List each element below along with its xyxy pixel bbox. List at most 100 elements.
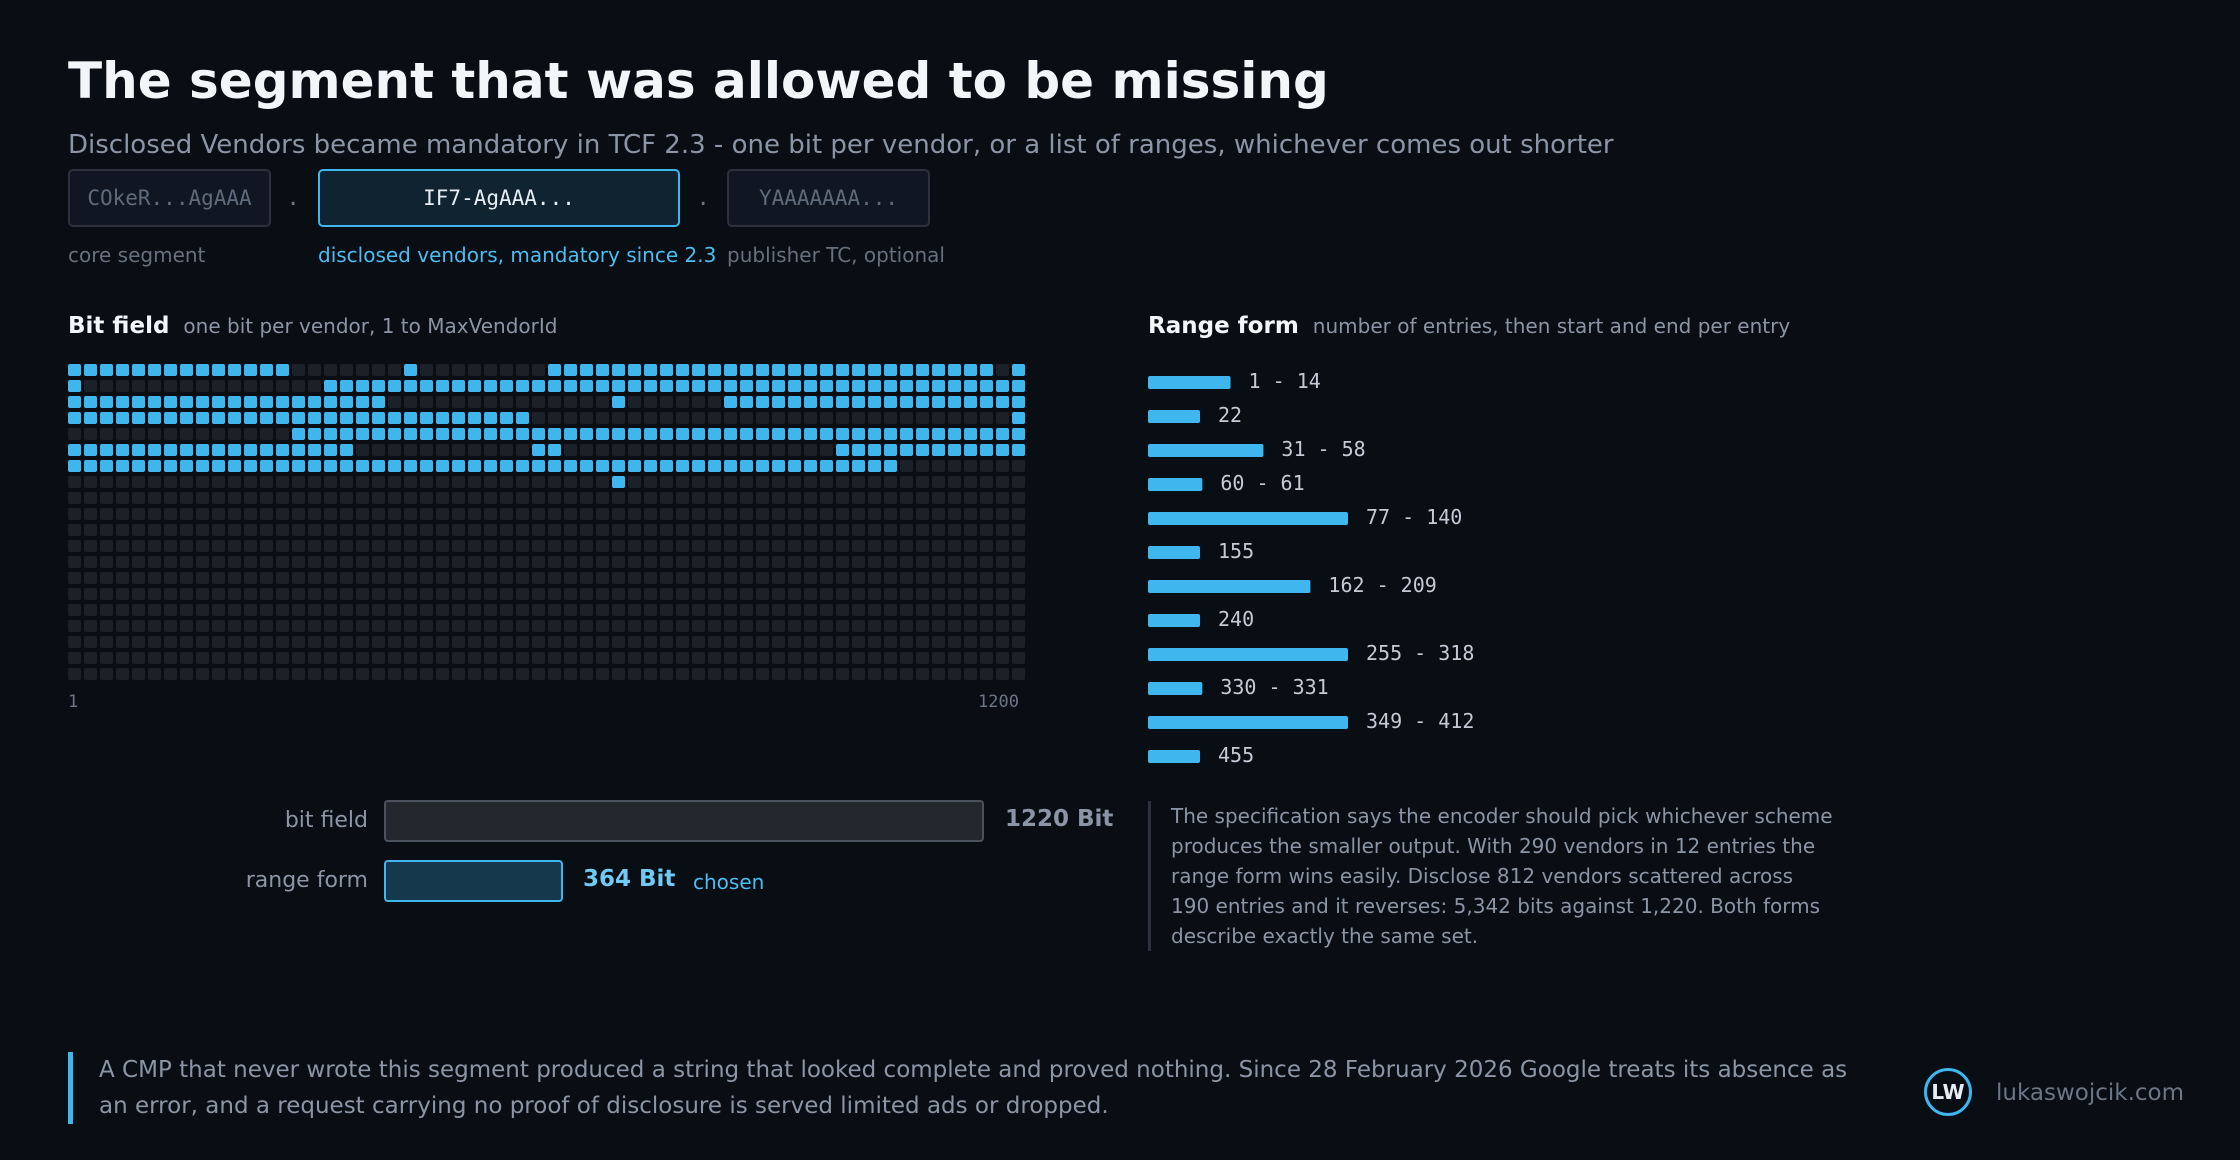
vendor-bit-off — [404, 652, 417, 664]
vendor-bit-on — [244, 396, 257, 408]
vendor-bit-off — [68, 428, 81, 440]
vendor-bit-off — [100, 636, 113, 648]
vendor-bit-off — [164, 492, 177, 504]
vendor-bit-off — [676, 396, 689, 408]
vendor-bit-off — [852, 412, 865, 424]
vendor-bit-off — [660, 444, 673, 456]
vendor-bit-off — [628, 492, 641, 504]
vendor-bit-off — [852, 668, 865, 680]
range-entry-label: 60 - 61 — [1220, 471, 1304, 495]
vendor-bit-on — [884, 444, 897, 456]
vendor-bit-off — [388, 524, 401, 536]
vendor-bit-on — [628, 364, 641, 376]
vendor-bit-on — [612, 476, 625, 488]
vendor-bit-off — [260, 668, 273, 680]
vendor-bit-off — [500, 572, 513, 584]
vendor-bit-on — [644, 428, 657, 440]
vendor-bit-off — [948, 668, 961, 680]
vendor-bit-off — [628, 636, 641, 648]
vendor-bit-off — [660, 652, 673, 664]
vendor-bit-off — [324, 556, 337, 568]
vendor-bit-off — [260, 476, 273, 488]
vendor-bit-off — [708, 444, 721, 456]
vendor-bit-off — [340, 556, 353, 568]
vendor-bit-off — [740, 588, 753, 600]
vendor-bit-off — [1012, 572, 1025, 584]
vendor-bit-off — [292, 556, 305, 568]
vendor-bit-on — [340, 428, 353, 440]
vendor-bit-off — [420, 604, 433, 616]
vendor-bit-off — [676, 508, 689, 520]
vendor-bit-off — [516, 476, 529, 488]
vendor-bit-off — [244, 636, 257, 648]
vendor-bit-off — [612, 572, 625, 584]
bitfield-start-label: 1 — [68, 692, 79, 712]
vendor-bit-off — [308, 588, 321, 600]
vendor-bit-off — [324, 524, 337, 536]
vendor-bit-on — [356, 396, 369, 408]
vendor-bit-off — [852, 476, 865, 488]
vendor-bit-off — [132, 556, 145, 568]
vendor-bit-off — [740, 668, 753, 680]
vendor-bit-off — [148, 476, 161, 488]
vendor-bit-off — [212, 572, 225, 584]
vendor-bit-on — [324, 412, 337, 424]
vendor-bit-off — [244, 476, 257, 488]
vendor-bit-off — [612, 604, 625, 616]
vendor-bit-off — [676, 620, 689, 632]
vendor-bit-on — [948, 444, 961, 456]
vendor-bit-on — [372, 380, 385, 392]
vendor-bit-off — [644, 508, 657, 520]
vendor-bit-on — [820, 364, 833, 376]
vendor-bit-off — [644, 620, 657, 632]
vendor-bit-off — [884, 508, 897, 520]
vendor-bit-off — [212, 556, 225, 568]
vendor-bit-off — [900, 636, 913, 648]
range-entry-bar — [1148, 614, 1200, 627]
vendor-bit-off — [788, 620, 801, 632]
vendor-bit-on — [532, 444, 545, 456]
vendor-bit-on — [484, 428, 497, 440]
range-entry-bar — [1148, 648, 1348, 661]
range-entry-label: 1 - 14 — [1249, 369, 1321, 393]
vendor-bit-off — [596, 524, 609, 536]
vendor-bit-off — [660, 524, 673, 536]
vendor-bit-off — [340, 540, 353, 552]
vendor-bit-off — [724, 524, 737, 536]
author-site-link[interactable]: lukaswojcik.com — [1996, 1080, 2185, 1106]
vendor-bit-off — [484, 620, 497, 632]
vendor-bit-off — [868, 492, 881, 504]
vendor-bit-on — [916, 380, 929, 392]
vendor-bit-off — [356, 572, 369, 584]
range-entry-bar — [1148, 478, 1203, 491]
vendor-bit-off — [484, 524, 497, 536]
vendor-bit-off — [68, 524, 81, 536]
vendor-bit-off — [468, 652, 481, 664]
vendor-bit-on — [372, 428, 385, 440]
vendor-bit-on — [212, 396, 225, 408]
vendor-bit-on — [948, 380, 961, 392]
vendor-bit-off — [132, 524, 145, 536]
vendor-bit-off — [900, 524, 913, 536]
vendor-bit-off — [692, 476, 705, 488]
segment-separator: . — [699, 182, 708, 212]
vendor-bit-on — [132, 396, 145, 408]
vendor-bit-off — [212, 540, 225, 552]
vendor-bit-on — [324, 428, 337, 440]
vendor-bit-on — [916, 396, 929, 408]
vendor-bit-off — [292, 604, 305, 616]
vendor-bit-off — [772, 412, 785, 424]
bitfield-size-bar — [384, 800, 984, 842]
vendor-bit-off — [964, 620, 977, 632]
vendor-bit-off — [804, 476, 817, 488]
vendor-bit-off — [980, 668, 993, 680]
vendor-bit-off — [580, 524, 593, 536]
vendor-bit-off — [260, 508, 273, 520]
vendor-bit-on — [180, 460, 193, 472]
vendor-bit-off — [356, 588, 369, 600]
vendor-bit-on — [708, 364, 721, 376]
vendor-bit-off — [932, 412, 945, 424]
vendor-bit-off — [756, 508, 769, 520]
vendor-bit-off — [276, 540, 289, 552]
vendor-bit-off — [68, 588, 81, 600]
